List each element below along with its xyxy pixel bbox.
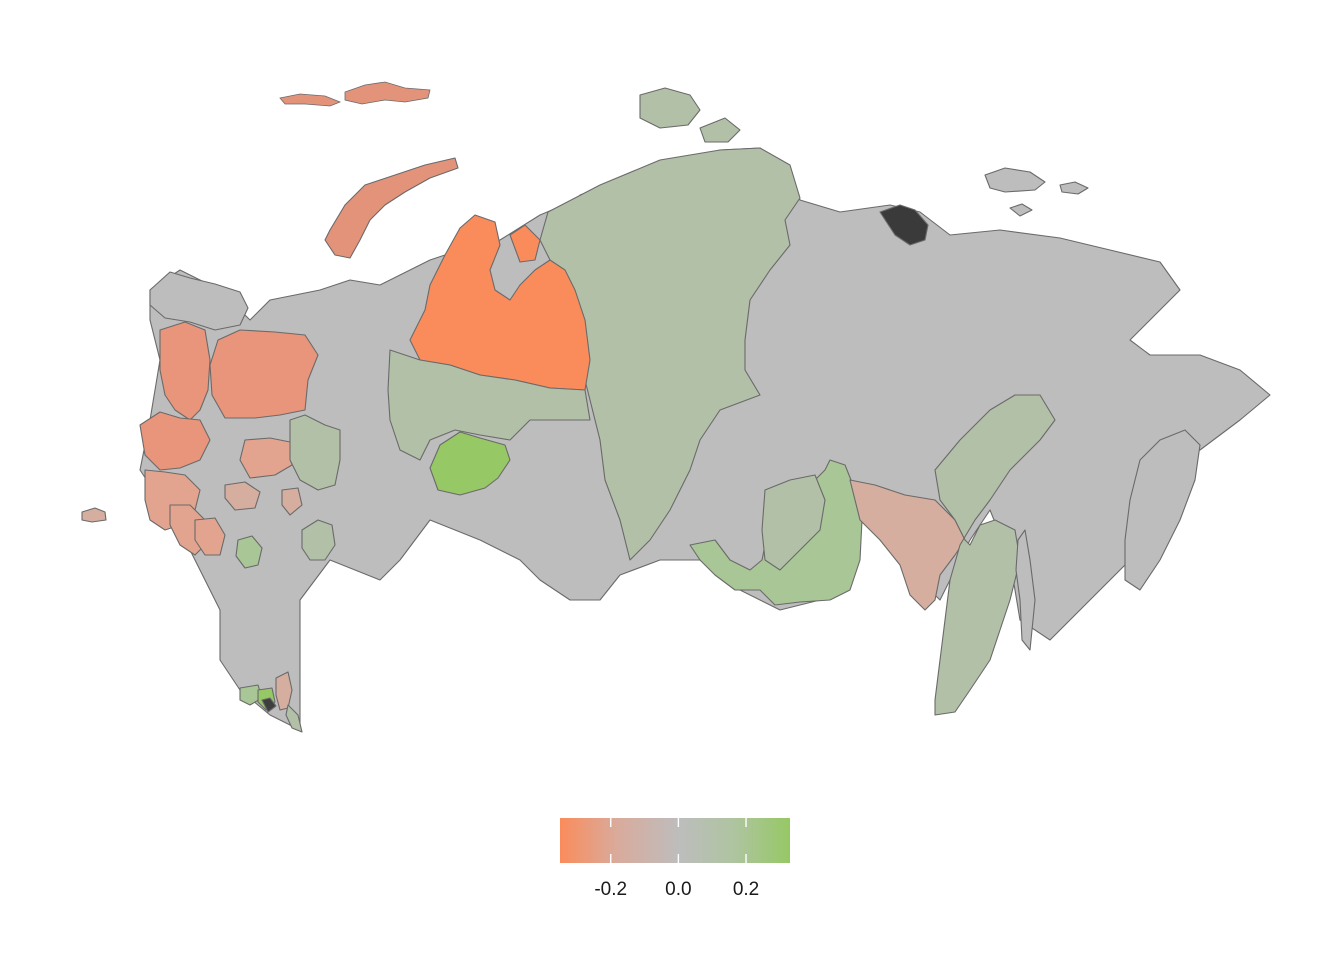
map-regions (81, 81, 1271, 733)
region-arkhangelsk-south (209, 329, 319, 419)
region-lyakhovsky-island (1009, 203, 1033, 217)
legend-tick-label: 0.0 (665, 879, 691, 900)
region-tomsk (429, 431, 511, 496)
region-lipetsk-positive (235, 535, 263, 569)
region-vologda (239, 437, 293, 479)
region-gydan-peninsula (509, 224, 541, 263)
region-bashkortostan-positive (301, 519, 336, 561)
region-amur (849, 479, 966, 611)
color-legend: -0.2 0.0 0.2 (560, 818, 790, 900)
region-caspian-coast (285, 704, 303, 733)
region-murmansk (149, 271, 249, 331)
region-komi-positive (289, 414, 341, 491)
region-kabardino-balkaria (239, 684, 263, 706)
region-new-siberian-small (1059, 181, 1089, 195)
region-kaliningrad (81, 507, 107, 523)
region-chukotka-tip (879, 204, 929, 246)
legend-ticks (610, 818, 747, 863)
region-franz-josef-land (279, 81, 431, 107)
region-kamchatka (1124, 429, 1201, 591)
region-smolensk (194, 517, 226, 556)
region-khanty-mansi (387, 349, 591, 461)
region-karelia (159, 321, 211, 421)
region-novaya-zemlya (324, 157, 459, 259)
region-kostroma (281, 487, 303, 516)
region-severnaya-zemlya (639, 87, 701, 129)
legend-tick-label: 0.2 (733, 879, 759, 900)
region-chechnya (261, 697, 277, 713)
legend-labels: -0.2 0.0 0.2 (594, 879, 759, 900)
region-zabaykalsky-inner (761, 474, 826, 571)
region-new-siberian-islands (984, 167, 1046, 193)
legend-gradient-bar (560, 818, 790, 863)
region-bolshevik-island (699, 117, 741, 143)
region-yaroslavl (224, 481, 261, 511)
legend-tick-label: -0.2 (594, 879, 627, 900)
region-khabarovsk (934, 394, 1056, 716)
region-leningrad (139, 411, 211, 471)
region-sakhalin (1015, 529, 1036, 651)
region-far-east-base (139, 147, 1271, 731)
